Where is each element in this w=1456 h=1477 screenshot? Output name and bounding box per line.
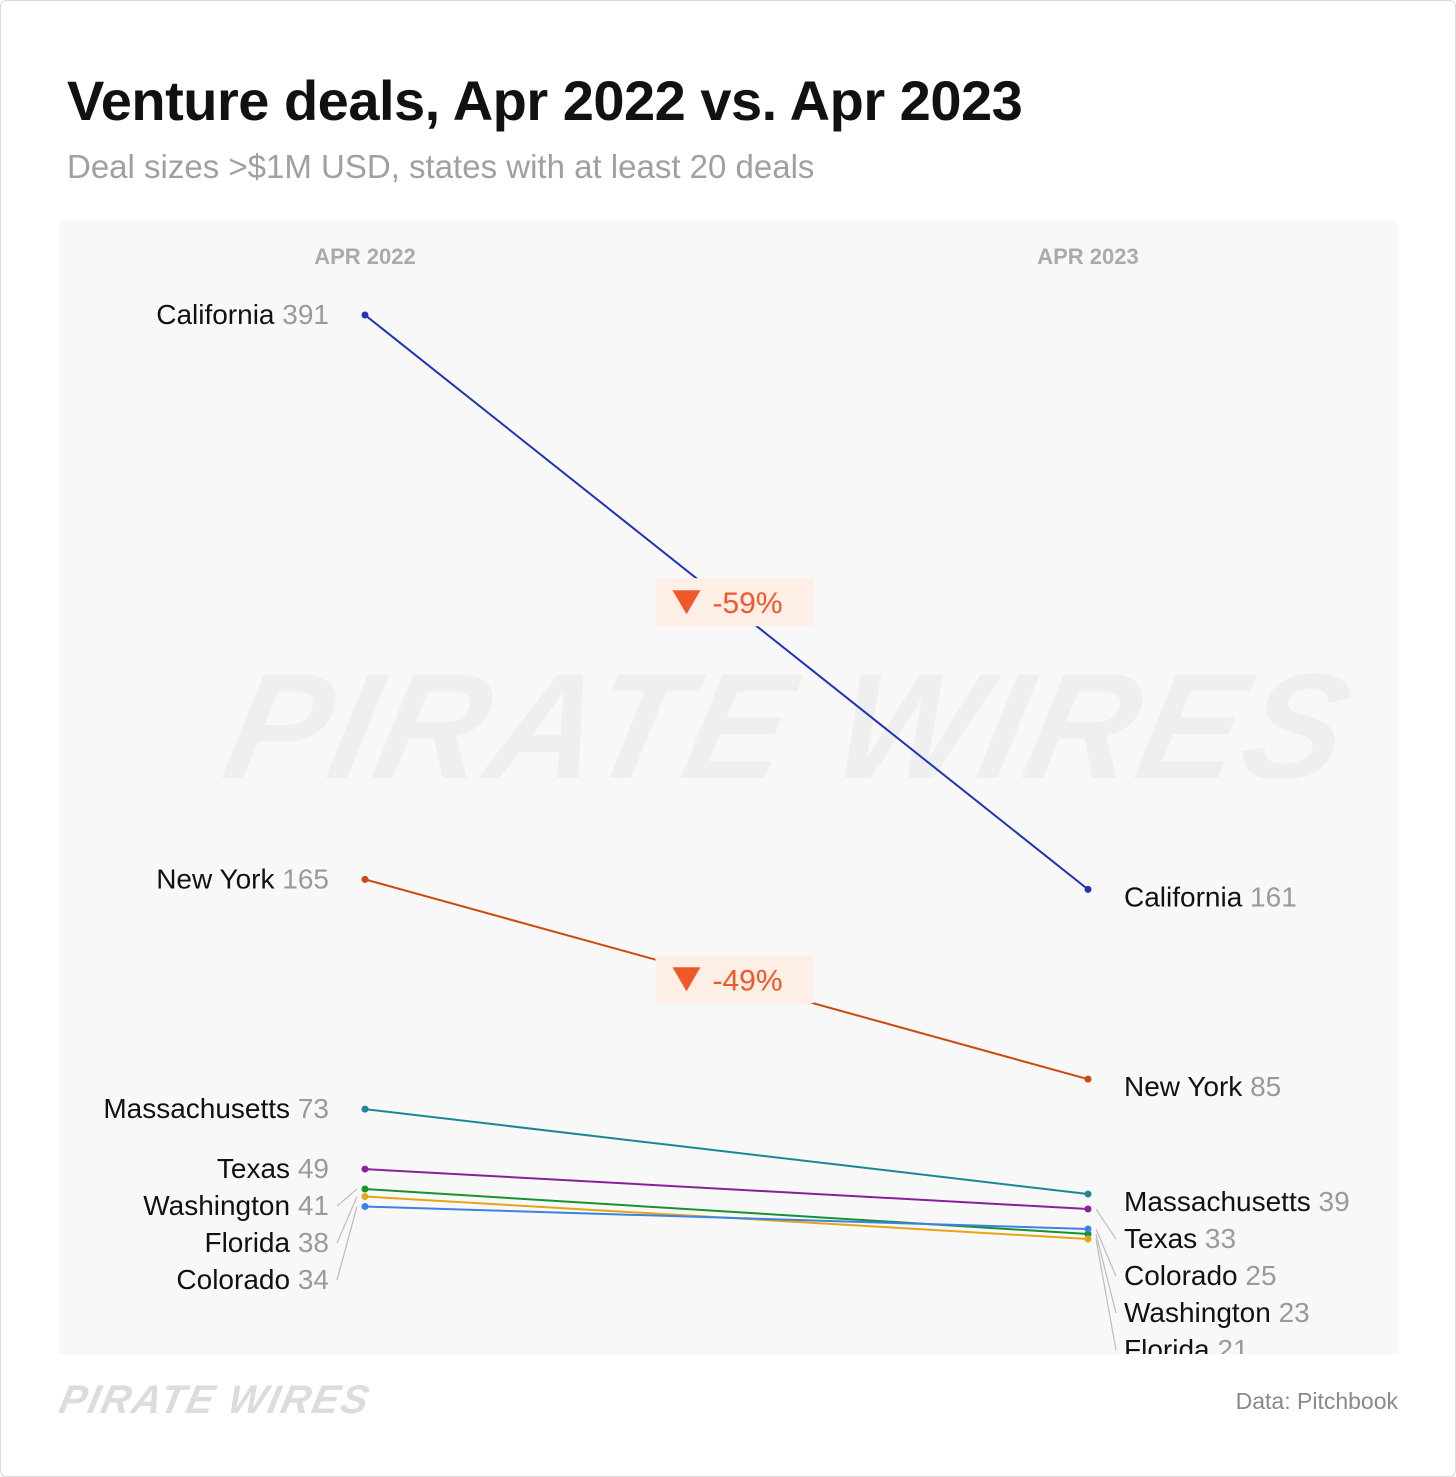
leader-washington-end [1095,1233,1117,1314]
series-line-texas [364,1168,1089,1211]
chart-title: Venture deals, Apr 2022 vs. Apr 2023 [67,69,1023,132]
label-washington-start: Washington 41 [143,1190,329,1221]
leader-colorado-end [1095,1228,1117,1277]
point-washington-start [361,1185,369,1193]
point-california-start [361,311,369,319]
leader-colorado-start [336,1206,358,1281]
point-massachusetts-start [361,1105,369,1113]
leader-florida-end [1095,1238,1117,1351]
leader-florida-start [336,1196,358,1244]
label-florida-start: Florida 38 [204,1227,329,1258]
point-new-york-end [1084,1075,1092,1083]
label-new-york-start: New York 165 [156,863,329,894]
label-colorado-end: Colorado 25 [1124,1260,1277,1291]
point-washington-end [1084,1230,1092,1238]
label-colorado-start: Colorado 34 [176,1264,329,1295]
column-header-1: APR 2022 [314,244,416,269]
point-new-york-start [361,875,369,883]
slope-chart: APR 2022 APR 2023 California 391 New York 1… [103,244,1350,1354]
point-texas-end [1084,1205,1092,1213]
down-triangle-icon [672,590,701,615]
point-massachusetts-end [1084,1190,1092,1198]
series-line-massachusetts [364,1108,1089,1196]
point-texas-start [361,1165,369,1173]
label-new-york-end: New York 85 [1124,1071,1281,1102]
brand-logo: PIRATE WIRES [55,1378,375,1422]
label-washington-end: Washington 23 [1124,1297,1310,1328]
point-colorado-start [361,1203,369,1211]
label-massachusetts-start: Massachusetts 73 [103,1093,329,1124]
label-california-end: California 161 [1124,881,1297,912]
label-california-start: California 391 [156,299,329,330]
column-header-2: APR 2023 [1037,244,1139,269]
annotation-california: -59% [713,587,783,620]
series-line-colorado [364,1205,1089,1231]
point-colorado-end [1084,1225,1092,1233]
label-texas-end: Texas 33 [1124,1223,1236,1254]
annotation-new-york: -49% [713,964,783,997]
down-triangle-icon [672,967,701,992]
label-texas-start: Texas 49 [217,1153,329,1184]
point-california-end [1084,885,1092,893]
leader-texas-end [1095,1208,1117,1240]
point-florida-start [361,1193,369,1201]
leader-washington-start [336,1188,358,1207]
point-florida-end [1084,1235,1092,1243]
series-line-washington [364,1188,1089,1236]
source-note: Data: Pitchbook [1235,1388,1398,1414]
plot-area: PIRATE WIRES APR 2022 APR 2023 California … [59,221,1398,1354]
chart-subtitle: Deal sizes >$1M USD, states with at leas… [67,148,815,185]
label-florida-end: Florida 21 [1124,1334,1249,1354]
label-massachusetts-end: Massachusetts 39 [1124,1186,1350,1217]
